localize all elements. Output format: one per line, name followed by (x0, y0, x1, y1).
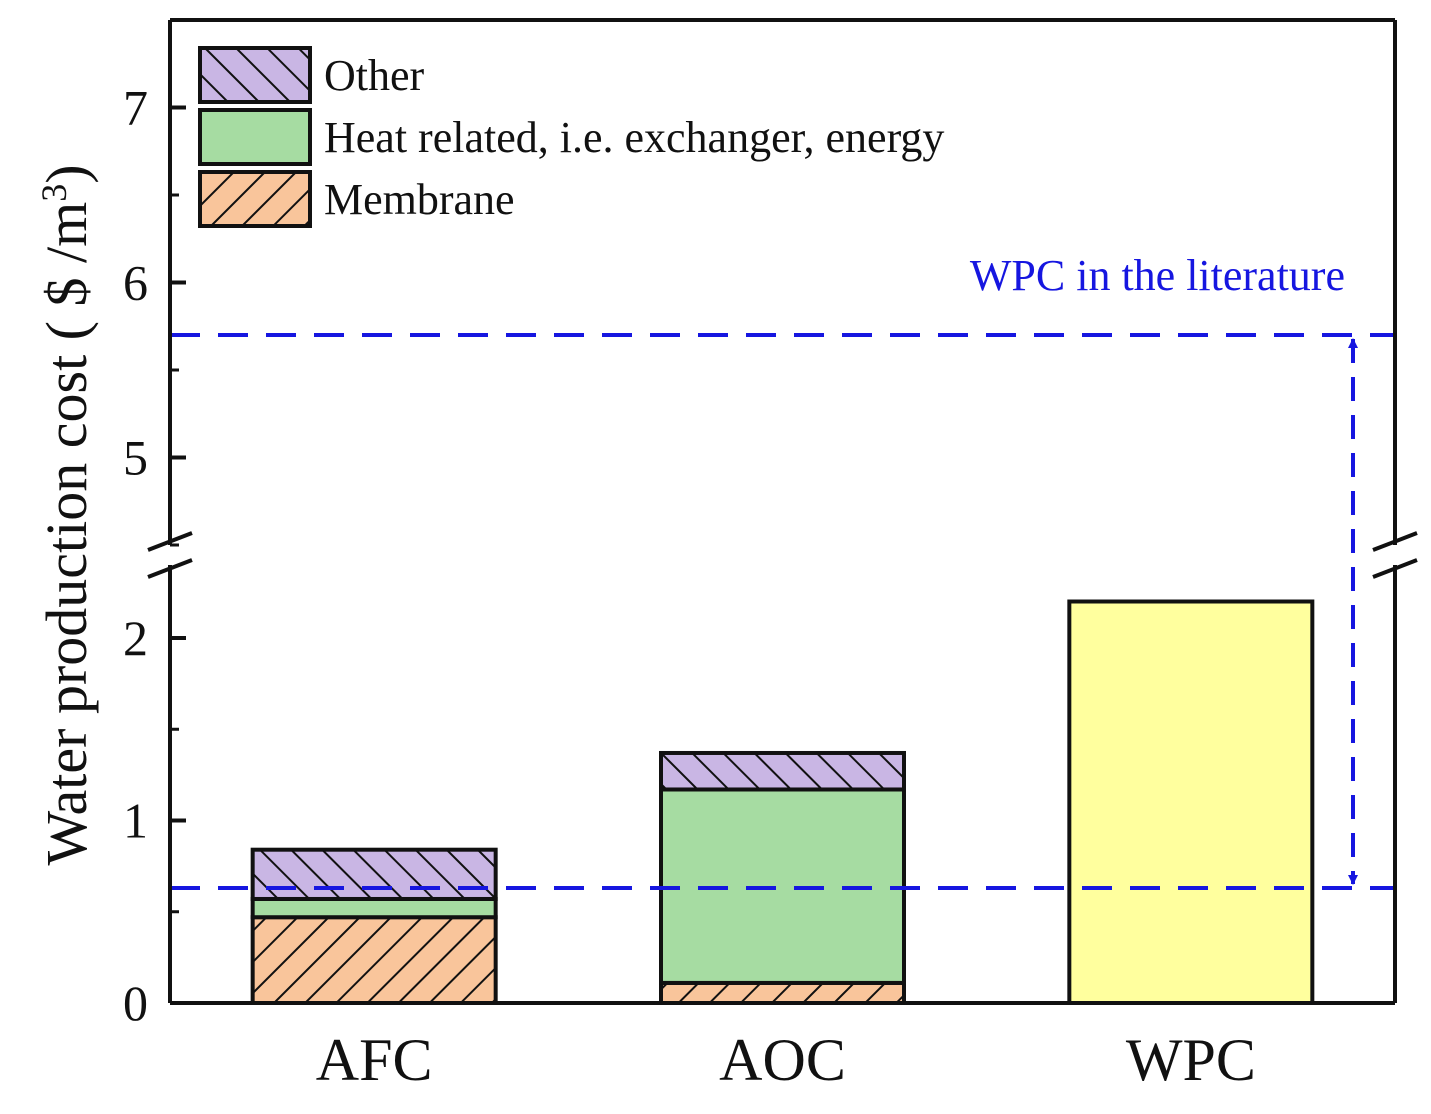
y-axis-label: Water production cost ( $ /m3) (34, 164, 99, 865)
legend-swatch-outline (198, 170, 312, 228)
y-axis-label-superscript: 3 (34, 184, 74, 202)
axis-break-mark-left-2 (147, 558, 193, 579)
legend-swatch-hatch (200, 48, 310, 102)
y-tick-label-6: 6 (123, 255, 148, 311)
y-tick-label-2: 2 (123, 610, 148, 666)
bar-hatch-afc-other (252, 849, 496, 899)
bar-hatch-aoc-membrane (661, 982, 904, 1003)
axes-group: AFC AOC WPC 0 1 2 5 6 7 (123, 18, 1418, 1093)
legend-label-other: Other (324, 51, 425, 100)
bar-segment-afc-heat (252, 898, 496, 918)
bar-wpc (1067, 599, 1315, 1005)
y-tick-label-0: 0 (123, 975, 148, 1031)
y-tick-label-7: 7 (123, 80, 148, 136)
legend-swatch-hatch (200, 172, 310, 226)
x-tick-label-wpc: WPC (1126, 1027, 1256, 1093)
axis-break-mark-right-1 (1372, 531, 1418, 552)
legend-label-membrane: Membrane (324, 175, 515, 224)
y-tick-label-5: 5 (123, 430, 148, 486)
bars-group (250, 599, 1315, 1005)
bar-hatch-afc-membrane (252, 917, 496, 1003)
legend-swatch-outline (198, 46, 312, 104)
y-axis-label-main: Water production cost ( $ /m (34, 202, 99, 866)
x-tick-label-afc: AFC (316, 1027, 433, 1093)
bar-outline-aoc-other (659, 750, 906, 792)
legend-swatch-heat (200, 110, 310, 164)
reference-group: WPC in the literature (170, 251, 1395, 891)
x-tick-label-aoc: AOC (719, 1027, 846, 1093)
bar-outline-afc-other (250, 847, 498, 901)
bar-hatch-aoc-other (661, 752, 904, 790)
axis-break-mark-right-2 (1372, 558, 1418, 579)
axis-break-mark-left-1 (147, 531, 193, 552)
y-tick-label-1: 1 (123, 793, 148, 849)
y-axis-label-close: ) (34, 164, 99, 183)
legend-label-heat: Heat related, i.e. exchanger, energy (324, 113, 944, 162)
reference-label: WPC in the literature (970, 251, 1345, 300)
legend-swatch-outline (198, 108, 312, 166)
legend: Other Heat related, i.e. exchanger, energ… (198, 46, 944, 228)
